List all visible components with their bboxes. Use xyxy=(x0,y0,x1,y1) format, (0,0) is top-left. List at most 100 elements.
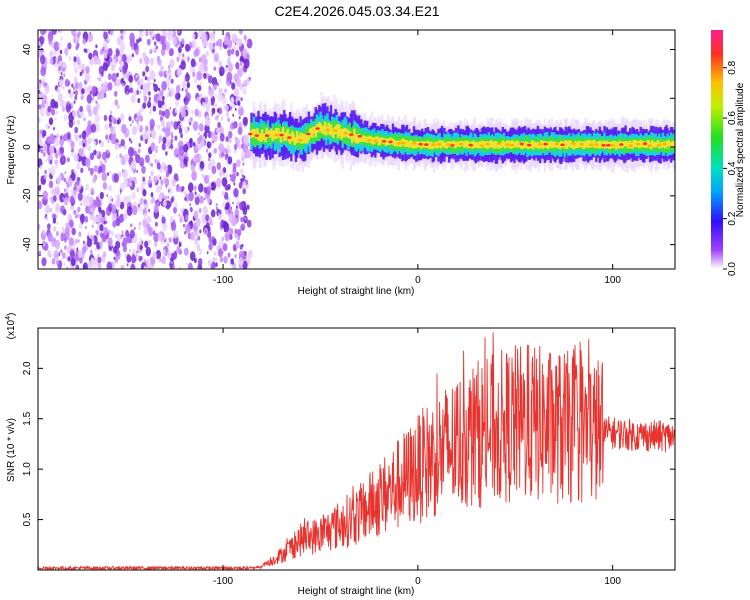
signal-band-segment xyxy=(371,137,375,145)
signal-peak xyxy=(662,142,667,146)
signal-peak xyxy=(254,134,259,137)
noise-speck xyxy=(159,184,163,190)
noise-speck xyxy=(90,90,93,95)
noise-speck xyxy=(38,200,43,210)
signal-peak xyxy=(601,144,606,147)
noise-speck xyxy=(40,54,46,65)
noise-speck xyxy=(143,227,149,236)
noise-speck xyxy=(218,60,223,68)
noise-speck xyxy=(243,175,246,180)
noise-speck xyxy=(88,196,94,206)
noise-speck xyxy=(102,182,108,190)
noise-speck xyxy=(238,257,244,266)
noise-speck xyxy=(217,121,221,129)
noise-speck xyxy=(221,190,225,197)
noise-speck xyxy=(55,205,60,214)
noise-speck xyxy=(100,246,103,250)
noise-speck xyxy=(63,177,67,183)
y-tick-label: 1.0 xyxy=(22,462,33,476)
noise-speck xyxy=(59,79,64,88)
noise-speck xyxy=(216,207,218,211)
noise-speck xyxy=(235,137,240,146)
signal-peak xyxy=(401,141,406,145)
noise-speck xyxy=(91,224,94,228)
noise-speck xyxy=(180,133,184,139)
noise-speck xyxy=(121,230,124,234)
noise-speck xyxy=(234,42,237,46)
noise-speck xyxy=(175,85,181,93)
noise-speck xyxy=(80,218,84,225)
noise-speck xyxy=(184,151,189,158)
noise-speck xyxy=(165,137,171,148)
noise-speck xyxy=(77,206,81,213)
noise-speck xyxy=(133,226,136,231)
noise-speck xyxy=(132,249,136,255)
noise-speck xyxy=(184,77,187,82)
snr-scale-label: (x104) xyxy=(5,313,17,340)
noise-speck xyxy=(232,201,234,205)
noise-speck xyxy=(170,144,174,150)
noise-speck xyxy=(222,201,227,208)
noise-speck xyxy=(71,83,74,88)
noise-speck xyxy=(60,36,63,41)
noise-speck xyxy=(126,206,133,216)
noise-speck xyxy=(124,131,128,138)
noise-speck xyxy=(163,195,168,201)
noise-speck xyxy=(49,159,53,165)
noise-speck xyxy=(213,257,215,261)
noise-speck xyxy=(172,251,178,260)
noise-speck xyxy=(51,30,57,35)
noise-speck xyxy=(110,134,117,145)
noise-speck xyxy=(145,65,150,73)
noise-speck xyxy=(144,138,148,145)
signal-band-segment xyxy=(299,132,302,141)
noise-speck xyxy=(143,265,147,269)
noise-speck xyxy=(92,177,96,184)
signal-band-segment xyxy=(385,138,389,145)
noise-speck xyxy=(107,139,110,144)
signal-band-segment xyxy=(286,128,289,137)
noise-speck xyxy=(226,71,233,82)
noise-speck xyxy=(157,96,160,101)
noise-speck xyxy=(240,216,244,223)
noise-speck xyxy=(71,202,74,207)
noise-speck xyxy=(79,71,83,77)
noise-speck xyxy=(227,117,230,123)
noise-speck xyxy=(82,113,85,117)
noise-speck xyxy=(180,108,186,118)
noise-speck xyxy=(121,117,124,122)
noise-speck xyxy=(136,169,139,173)
noise-speck xyxy=(103,226,108,236)
noise-speck xyxy=(168,186,173,195)
noise-speck xyxy=(203,64,208,72)
noise-speck xyxy=(196,141,202,151)
noise-speck xyxy=(128,54,133,62)
noise-speck xyxy=(142,83,147,91)
noise-speck xyxy=(153,41,157,46)
noise-speck xyxy=(75,214,78,219)
noise-speck xyxy=(198,85,202,91)
noise-speck xyxy=(53,249,60,260)
signal-peak xyxy=(367,139,372,142)
noise-speck xyxy=(247,40,250,45)
noise-speck xyxy=(99,212,102,216)
noise-speck xyxy=(203,174,210,184)
noise-speck xyxy=(131,45,134,51)
noise-speck xyxy=(149,162,152,167)
y-tick-label: 0 xyxy=(22,144,33,150)
noise-speck xyxy=(241,244,244,247)
noise-speck xyxy=(42,130,47,137)
noise-speck xyxy=(182,53,185,58)
noise-speck xyxy=(168,200,172,208)
noise-speck xyxy=(81,63,86,71)
noise-speck xyxy=(39,36,45,45)
noise-speck xyxy=(79,105,83,113)
noise-speck xyxy=(183,143,189,153)
noise-speck xyxy=(42,151,46,157)
noise-speck xyxy=(152,36,155,41)
noise-speck xyxy=(64,190,67,194)
signal-band-segment xyxy=(277,127,280,135)
noise-speck xyxy=(171,135,174,139)
noise-speck xyxy=(192,157,196,161)
noise-speck xyxy=(79,134,82,139)
